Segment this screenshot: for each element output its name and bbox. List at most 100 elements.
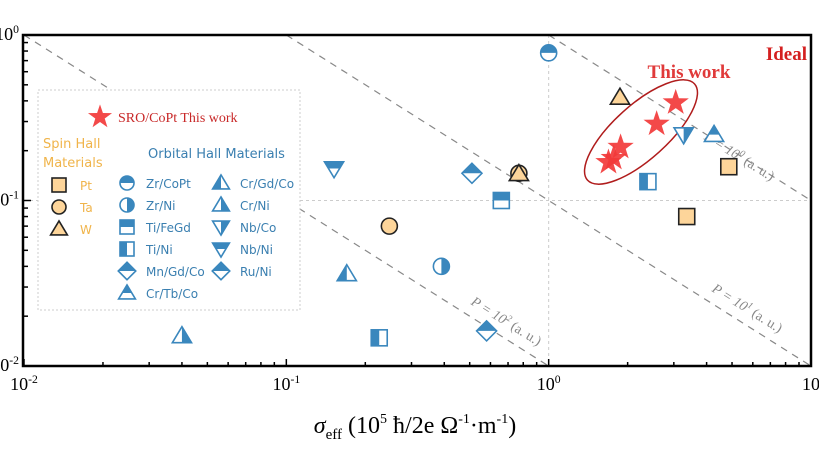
legend-label: Cr/Ni <box>240 199 270 213</box>
y-tick-label: 10-2 <box>0 354 19 375</box>
point-w <box>608 86 631 105</box>
legend-marker <box>119 241 135 257</box>
diamond-marker-fill <box>461 163 482 174</box>
square-marker <box>51 177 67 193</box>
y-tick-label-exp: -2 <box>9 354 19 367</box>
x-tick-label: 10-1 <box>272 373 300 394</box>
iso-line-label-suffix: (a. u.) <box>738 152 777 184</box>
square-marker <box>677 207 696 226</box>
legend-label: Zr/Ni <box>146 199 176 213</box>
annotation-this-work: This work <box>648 62 731 83</box>
star-icon <box>643 110 670 136</box>
legend-star <box>87 104 113 128</box>
y-tick-label-exp: -1 <box>9 188 19 201</box>
circle-marker-fill <box>120 176 134 183</box>
point-sro-copt-this-work <box>607 133 634 159</box>
iso-line-label-suffix: (a. u.) <box>505 317 544 349</box>
square-marker-fill <box>639 173 648 190</box>
point-zr-ni <box>432 257 451 276</box>
x-tick-label-exp: -1 <box>290 373 300 386</box>
iso-line-label-base: P = 10 <box>708 281 750 315</box>
point-ti-fegd <box>492 191 511 210</box>
legend-marker <box>211 242 231 259</box>
point-nb-co <box>672 127 695 146</box>
point-mn-gd-co <box>460 162 484 185</box>
legend-label: Mn/Gd/Co <box>146 265 205 279</box>
y-tick-label-base: 10 <box>0 190 9 210</box>
point-cr-tb-co <box>703 123 726 143</box>
point-ti-ni <box>370 329 389 347</box>
star-icon <box>87 104 113 128</box>
legend-marker <box>119 197 135 213</box>
point-ru-ni <box>475 319 498 343</box>
legend-box <box>37 89 301 311</box>
plot-frame <box>21 33 813 368</box>
legend-spin-title: Spin Hall <box>43 137 100 152</box>
diamond-marker-fill <box>476 320 497 331</box>
x-tick-label-exp: 0 <box>555 373 561 386</box>
iso-line-label-base: P = 10 <box>700 129 742 163</box>
data-points <box>170 44 738 347</box>
triangle-up-marker <box>507 163 530 182</box>
x-tick-label-base: 10 <box>802 374 819 394</box>
star-icon <box>607 133 634 159</box>
this-work-ellipse <box>583 79 699 185</box>
legend: SRO/CoPt This work Spin Hall Materials Pt Ta… <box>37 89 301 311</box>
legend-label: Nb/Co <box>240 221 276 235</box>
circle-marker-fill <box>127 198 134 212</box>
circle-marker-fill <box>441 258 450 275</box>
y-tick-label-base: 10 <box>0 24 13 44</box>
point-sro-copt-this-work <box>662 88 689 114</box>
square-marker-fill <box>120 242 127 256</box>
triangle-down-marker-fill <box>212 243 230 249</box>
legend-marker <box>211 261 231 281</box>
triangle-up-marker <box>49 219 69 236</box>
x-tick-label-base: 10 <box>10 374 28 394</box>
point-pt <box>719 157 738 176</box>
legend-label: Ru/Ni <box>240 265 272 279</box>
star-icon <box>600 144 627 170</box>
legend-marker-pt <box>51 177 67 193</box>
legend-marker <box>119 175 135 191</box>
legend-marker <box>211 195 231 212</box>
legend-marker-ta <box>51 199 67 215</box>
circle-marker-fill <box>540 44 557 53</box>
x-tick-label: 100 <box>537 373 561 394</box>
axis-ticks: 10-210-11001010010-110-2 <box>0 23 819 394</box>
legend-marker <box>211 220 231 237</box>
square-marker <box>719 157 738 176</box>
point-ta <box>380 217 399 235</box>
annotation-ideal: Ideal <box>766 44 807 65</box>
y-tick-label: 10-1 <box>0 188 19 209</box>
legend-marker <box>117 283 137 300</box>
x-tick-label: 10 <box>802 374 819 394</box>
legend-marker <box>119 219 135 235</box>
y-tick-label-exp: 0 <box>13 23 19 36</box>
legend-label: Ti/Ni <box>145 243 173 257</box>
legend-marker <box>117 261 137 281</box>
grid-lines <box>24 35 811 366</box>
point-pt <box>677 207 696 226</box>
legend-orbital-title: Orbital Hall Materials <box>148 147 285 162</box>
iso-line-label-exp: 0 <box>738 148 748 159</box>
point-zr-copt <box>539 44 558 62</box>
triangle-up-marker-fill <box>122 284 132 293</box>
diamond-marker-fill <box>118 262 136 271</box>
iso-line-label-suffix: (a. u.) <box>746 304 785 336</box>
point-sro-copt-this-work <box>600 144 627 170</box>
point-cr-gd-co <box>335 263 358 282</box>
legend-label-w: W <box>80 223 92 237</box>
legend-label: Cr/Tb/Co <box>146 287 198 301</box>
legend-label-ta: Ta <box>79 201 93 215</box>
triangle-up-marker-fill <box>708 125 720 135</box>
legend-label: Cr/Gd/Co <box>240 177 294 191</box>
star-icon <box>662 88 689 114</box>
legend-label-pt: Pt <box>80 179 92 193</box>
y-tick-label-base: 10 <box>0 355 9 375</box>
diamond-marker-fill <box>212 262 230 271</box>
y-tick-label: 100 <box>0 23 19 44</box>
square-marker-fill <box>120 220 134 227</box>
legend-marker <box>211 173 231 190</box>
star-icon <box>595 148 622 174</box>
